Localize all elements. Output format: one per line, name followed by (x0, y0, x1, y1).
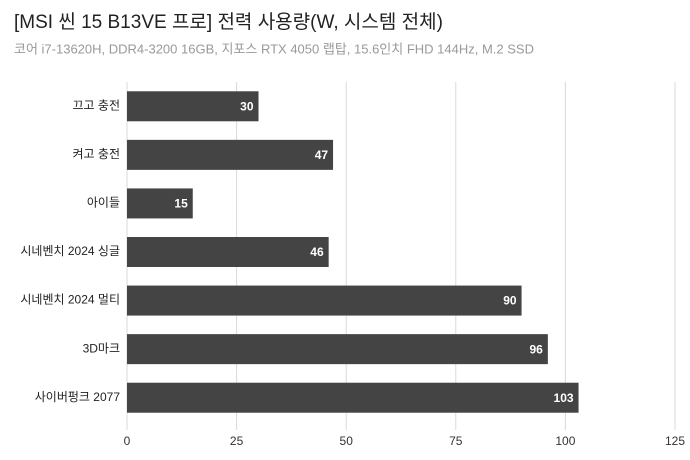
data-label: 30 (240, 99, 254, 113)
chart-title: [MSI 씬 15 B13VE 프로] 전력 사용량(W, 시스템 전체) (14, 11, 443, 33)
y-tick-label: 끄고 충전 (73, 98, 121, 112)
y-tick-label: 사이버펑크 2077 (35, 390, 121, 404)
bar (127, 334, 548, 365)
x-tick-label: 50 (340, 434, 354, 448)
bar (127, 188, 193, 219)
data-label: 90 (503, 294, 517, 308)
x-tick-label: 75 (449, 434, 463, 448)
x-tick-label: 100 (555, 434, 575, 448)
x-tick-label: 0 (124, 434, 131, 448)
y-tick-label: 3D마크 (83, 341, 120, 355)
y-tick-label: 시네벤치 2024 멀티 (20, 293, 120, 307)
y-tick-label: 아이들 (87, 196, 120, 210)
bar (127, 139, 334, 170)
x-tick-label: 125 (665, 434, 685, 448)
chart-subtitle: 코어 i7-13620H, DDR4-3200 16GB, 지포스 RTX 40… (14, 41, 534, 56)
data-label: 46 (310, 245, 324, 259)
x-tick-label: 25 (230, 434, 244, 448)
data-label: 103 (554, 391, 574, 405)
bar (127, 285, 522, 316)
data-label: 47 (315, 148, 329, 162)
data-label: 96 (530, 342, 544, 356)
bar (127, 237, 329, 267)
y-tick-label: 켜고 충전 (73, 147, 121, 161)
data-label: 15 (174, 197, 188, 211)
y-tick-label: 시네벤치 2024 싱글 (20, 244, 120, 258)
bar (127, 382, 579, 413)
bar (127, 91, 259, 122)
